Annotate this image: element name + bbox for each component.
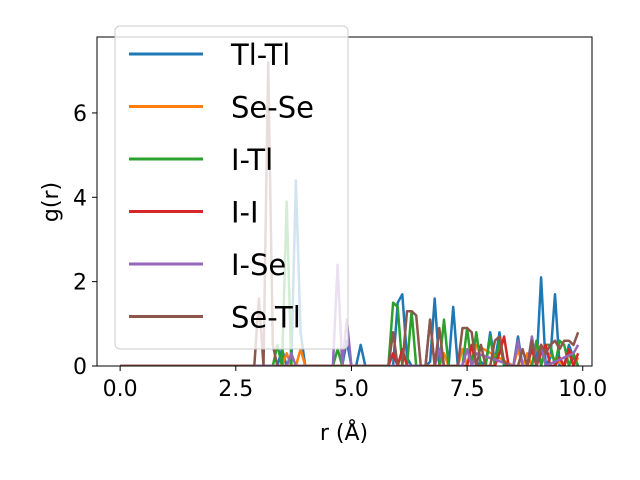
y-tick-label: 4	[73, 186, 87, 211]
y-axis: 0 2 4 6	[73, 102, 97, 380]
series-line-tl-tl	[120, 179, 580, 366]
x-axis-label: r (Å)	[320, 419, 368, 446]
legend-label-i-i: I-I	[231, 196, 259, 230]
y-axis-label: g(r)	[39, 182, 64, 222]
legend: Tl-Tl Se-Se I-Tl I-I I-Se Se-Tl	[114, 25, 349, 350]
y-tick-label: 2	[73, 271, 87, 296]
y-tick-label: 0	[73, 355, 87, 380]
legend-label-se-se: Se-Se	[231, 91, 314, 125]
legend-label-i-tl: I-Tl	[231, 143, 273, 177]
x-tick-label: 2.5	[218, 377, 253, 402]
x-tick-label: 7.5	[450, 377, 485, 402]
x-tick-label: 5.0	[334, 377, 369, 402]
legend-label-i-se: I-Se	[231, 248, 286, 282]
legend-label-se-tl: Se-Tl	[231, 301, 301, 335]
x-tick-label: 10.0	[558, 377, 607, 402]
y-tick-label: 6	[73, 102, 87, 127]
series-line-se-tl	[120, 61, 580, 366]
x-axis: 0.0 2.5 5.0 7.5 10.0	[103, 366, 607, 402]
x-tick-label: 0.0	[103, 377, 138, 402]
legend-label-tl-tl: Tl-Tl	[230, 38, 290, 72]
